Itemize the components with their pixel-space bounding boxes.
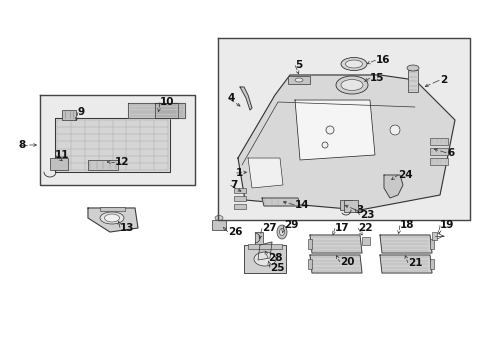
Ellipse shape xyxy=(279,229,284,235)
Bar xyxy=(343,200,357,212)
Bar xyxy=(287,76,309,84)
Polygon shape xyxy=(379,255,431,273)
Polygon shape xyxy=(258,242,271,260)
Text: 12: 12 xyxy=(115,157,129,167)
Text: 26: 26 xyxy=(227,227,242,237)
Bar xyxy=(88,160,118,170)
Bar xyxy=(62,110,76,120)
Text: 21: 21 xyxy=(407,258,422,268)
Text: 22: 22 xyxy=(357,223,372,233)
Ellipse shape xyxy=(406,65,418,71)
Text: 8: 8 xyxy=(18,140,25,150)
Polygon shape xyxy=(262,198,299,206)
Polygon shape xyxy=(155,103,184,118)
Text: 2: 2 xyxy=(439,75,447,85)
Polygon shape xyxy=(55,118,170,172)
Ellipse shape xyxy=(276,225,286,239)
Bar xyxy=(429,259,433,269)
Text: 1: 1 xyxy=(236,168,243,178)
Circle shape xyxy=(389,125,399,135)
Bar xyxy=(361,237,369,245)
Ellipse shape xyxy=(215,216,223,220)
Text: 25: 25 xyxy=(269,263,284,273)
Text: 20: 20 xyxy=(339,257,354,267)
Bar xyxy=(244,245,285,273)
Text: 7: 7 xyxy=(229,180,237,190)
Polygon shape xyxy=(379,235,431,253)
Text: 16: 16 xyxy=(375,55,390,65)
Bar xyxy=(234,204,245,209)
Bar xyxy=(407,70,417,92)
Bar xyxy=(212,220,225,230)
Text: 19: 19 xyxy=(439,220,453,230)
Polygon shape xyxy=(218,38,469,220)
Ellipse shape xyxy=(340,58,366,71)
Circle shape xyxy=(321,142,327,148)
Bar xyxy=(429,138,447,145)
Text: 14: 14 xyxy=(294,200,309,210)
Text: 24: 24 xyxy=(397,170,412,180)
Text: 18: 18 xyxy=(399,220,414,230)
Text: 23: 23 xyxy=(359,210,374,220)
Bar xyxy=(429,148,447,155)
Text: 17: 17 xyxy=(334,223,349,233)
Bar xyxy=(307,239,311,249)
Bar xyxy=(429,158,447,165)
Bar xyxy=(254,232,263,246)
Text: 9: 9 xyxy=(78,107,85,117)
Polygon shape xyxy=(294,100,374,160)
Bar xyxy=(431,232,436,240)
Bar xyxy=(50,158,68,170)
Bar xyxy=(429,239,433,249)
Text: 15: 15 xyxy=(369,73,384,83)
Text: 4: 4 xyxy=(227,93,235,103)
Text: 29: 29 xyxy=(284,220,298,230)
Polygon shape xyxy=(128,103,178,118)
Ellipse shape xyxy=(335,76,367,94)
Text: 6: 6 xyxy=(446,148,453,158)
Polygon shape xyxy=(309,235,361,253)
Polygon shape xyxy=(240,87,251,110)
Text: 27: 27 xyxy=(262,223,276,233)
Ellipse shape xyxy=(345,60,362,68)
Ellipse shape xyxy=(100,212,124,224)
Text: 5: 5 xyxy=(294,60,302,70)
Text: 28: 28 xyxy=(267,253,282,263)
Text: 10: 10 xyxy=(160,97,174,107)
Bar xyxy=(247,244,282,249)
Polygon shape xyxy=(309,255,361,273)
Bar xyxy=(100,207,125,211)
Polygon shape xyxy=(88,208,138,232)
Bar xyxy=(234,188,245,193)
Ellipse shape xyxy=(104,214,119,222)
Polygon shape xyxy=(247,158,283,188)
Polygon shape xyxy=(383,175,402,198)
Text: 3: 3 xyxy=(355,205,363,215)
Text: 13: 13 xyxy=(120,223,134,233)
Ellipse shape xyxy=(253,252,275,266)
Circle shape xyxy=(325,126,333,134)
Bar xyxy=(339,200,351,210)
Ellipse shape xyxy=(294,78,303,82)
Bar xyxy=(307,259,311,269)
Polygon shape xyxy=(238,75,454,210)
Text: 11: 11 xyxy=(55,150,69,160)
Bar xyxy=(234,196,245,201)
Polygon shape xyxy=(40,95,195,185)
Ellipse shape xyxy=(340,80,362,90)
